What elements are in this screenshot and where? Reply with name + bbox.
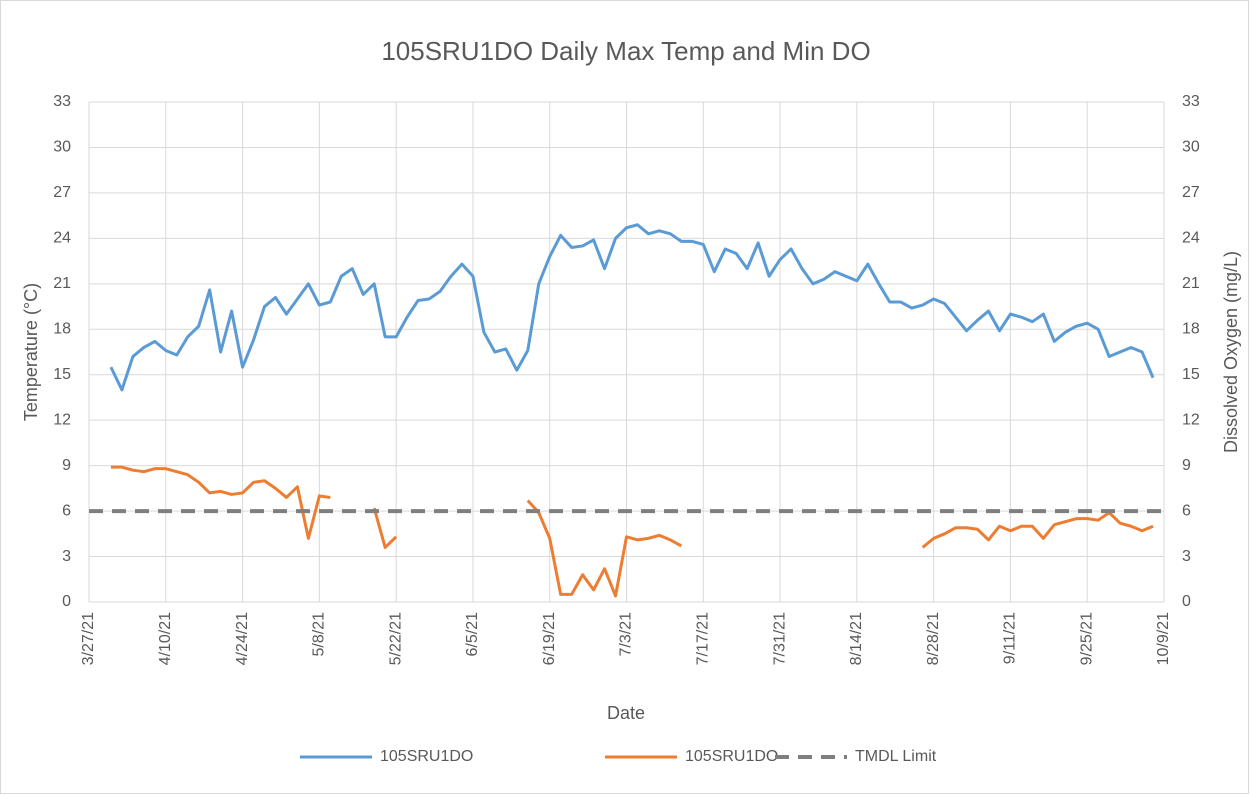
data-line: [109, 223, 1155, 392]
y2-tick-label: 6: [1182, 502, 1191, 519]
y2-axis-title: Dissolved Oxygen (mg/L): [1221, 251, 1241, 453]
x-tick-label: 6/5/21: [464, 612, 481, 657]
y-tick-label: 33: [53, 93, 71, 110]
data-line: [921, 511, 1154, 549]
x-tick-label: 7/17/21: [695, 612, 712, 665]
y2-tick-label: 0: [1182, 593, 1191, 610]
legend-label: 105SRU1DO: [685, 748, 778, 765]
chart-title: 105SRU1DO Daily Max Temp and Min DO: [381, 36, 870, 66]
x-tick-label: 3/27/21: [80, 612, 97, 665]
data-line: [526, 499, 683, 598]
y2-tick-label: 27: [1182, 184, 1200, 201]
x-axis-title: Date: [607, 703, 645, 723]
y-tick-label: 6: [62, 502, 71, 519]
x-tick-label: 10/9/21: [1155, 612, 1172, 665]
legend-label: TMDL Limit: [855, 748, 937, 765]
x-tick-label: 7/3/21: [618, 612, 635, 657]
y-tick-label: 30: [53, 139, 71, 156]
y-tick-label: 21: [53, 275, 71, 292]
x-tick-label: 6/19/21: [541, 612, 558, 665]
y-tick-label: 18: [53, 320, 71, 337]
x-tick-label: 4/10/21: [157, 612, 174, 665]
y2-tick-label: 12: [1182, 411, 1200, 428]
y2-tick-label: 30: [1182, 139, 1200, 156]
y2-tick-label: 33: [1182, 93, 1200, 110]
y2-tick-label: 21: [1182, 275, 1200, 292]
x-tick-label: 9/25/21: [1078, 612, 1095, 665]
y-tick-label: 12: [53, 411, 71, 428]
x-tick-label: 8/28/21: [925, 612, 942, 665]
y2-tick-label: 18: [1182, 320, 1200, 337]
x-tick-label: 7/31/21: [771, 612, 788, 665]
y2-tick-label: 3: [1182, 548, 1191, 565]
x-tick-label: 4/24/21: [234, 612, 251, 665]
y-tick-label: 24: [53, 230, 71, 247]
y-axis-title: Temperature (°C): [21, 283, 41, 421]
data-line: [372, 507, 398, 549]
y-tick-label: 27: [53, 184, 71, 201]
x-tick-label: 5/22/21: [387, 612, 404, 665]
data-line: [110, 465, 331, 540]
y-tick-label: 9: [62, 457, 71, 474]
y-tick-label: 3: [62, 548, 71, 565]
y2-tick-label: 24: [1182, 230, 1200, 247]
y-tick-label: 0: [62, 593, 71, 610]
y-tick-label: 15: [53, 366, 71, 383]
x-tick-label: 9/11/21: [1002, 612, 1019, 664]
y2-tick-label: 9: [1182, 457, 1191, 474]
x-tick-label: 5/8/21: [311, 612, 328, 657]
y2-tick-label: 15: [1182, 366, 1200, 383]
x-tick-label: 8/14/21: [848, 612, 865, 665]
legend-label: 105SRU1DO: [380, 748, 473, 765]
